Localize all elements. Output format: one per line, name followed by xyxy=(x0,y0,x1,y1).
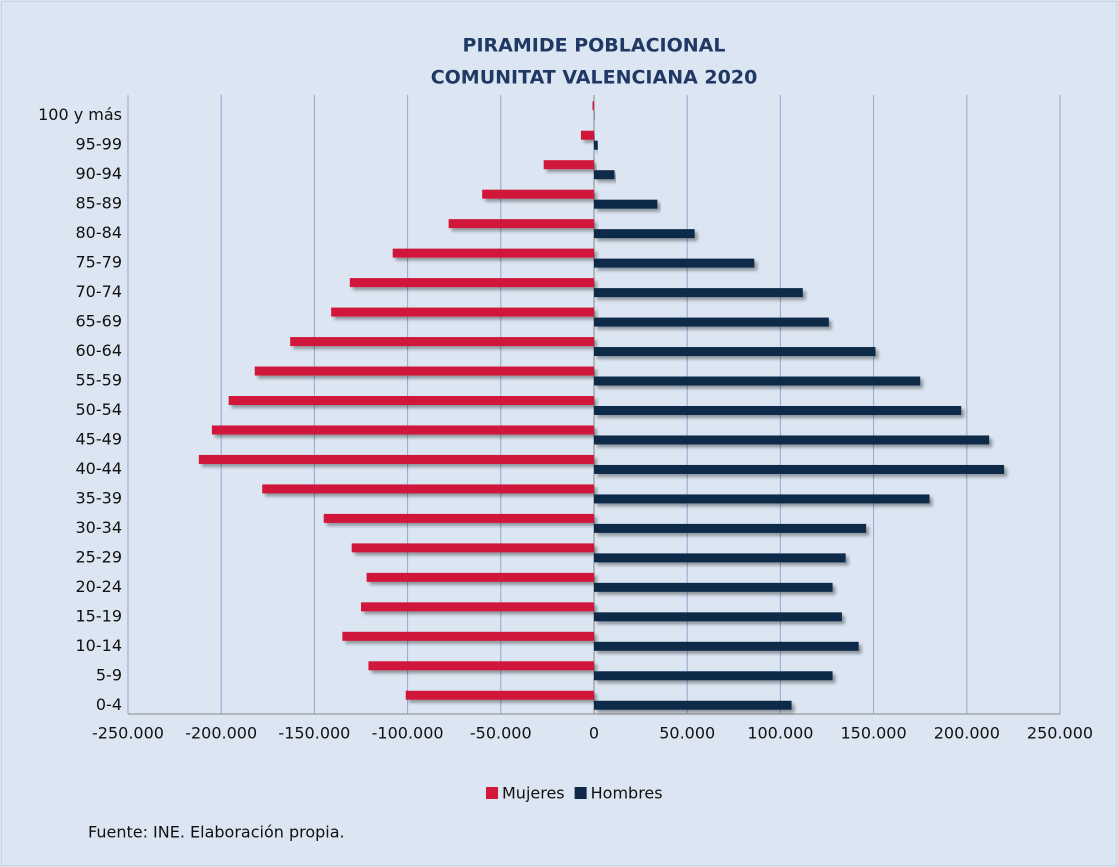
bar xyxy=(482,189,594,199)
bar xyxy=(392,248,594,258)
y-tick-label: 5-9 xyxy=(96,665,122,684)
bar xyxy=(594,582,833,592)
bar xyxy=(594,671,833,681)
y-tick-label: 20-24 xyxy=(76,577,123,596)
y-tick-label: 10-14 xyxy=(76,636,123,655)
bar xyxy=(342,631,594,641)
x-tick-label: -50.000 xyxy=(470,724,532,743)
x-tick-label: -200.000 xyxy=(185,724,257,743)
y-tick-label: 30-34 xyxy=(76,518,123,537)
legend-label: Mujeres xyxy=(502,784,565,803)
bar xyxy=(594,258,755,268)
bar xyxy=(594,170,615,180)
bar xyxy=(594,317,829,327)
bar xyxy=(594,347,876,357)
y-tick-label: 85-89 xyxy=(76,194,123,213)
bar xyxy=(594,199,658,209)
bar xyxy=(405,690,594,700)
bar xyxy=(592,101,594,111)
legend-swatch xyxy=(574,787,587,799)
y-tick-label: 65-69 xyxy=(76,312,123,331)
bar xyxy=(594,523,867,533)
chart-title: PIRAMIDE POBLACIONAL xyxy=(463,35,726,57)
bar xyxy=(262,484,594,494)
y-tick-label: 50-54 xyxy=(76,400,123,419)
bar xyxy=(594,494,930,504)
bar xyxy=(594,700,792,710)
x-tick-label: -100.000 xyxy=(372,724,444,743)
bar xyxy=(228,396,594,405)
bar xyxy=(594,406,962,415)
bar xyxy=(368,661,594,671)
y-tick-label: 70-74 xyxy=(76,282,123,301)
bar xyxy=(366,572,594,582)
x-tick-label: 50.000 xyxy=(659,724,715,743)
y-tick-label: 90-94 xyxy=(76,164,123,183)
bar xyxy=(594,553,846,563)
bar xyxy=(594,376,921,386)
bar xyxy=(594,612,842,622)
x-tick-label: -250.000 xyxy=(92,724,164,743)
x-tick-label: 0 xyxy=(589,724,599,743)
bar xyxy=(254,366,594,376)
y-tick-label: 100 y más xyxy=(38,105,122,124)
y-tick-label: 0-4 xyxy=(96,695,122,714)
y-tick-label: 25-29 xyxy=(76,547,123,566)
y-tick-label: 35-39 xyxy=(76,488,123,507)
bar xyxy=(594,641,859,651)
legend-label: Hombres xyxy=(591,784,663,803)
y-tick-label: 15-19 xyxy=(76,606,123,625)
bar xyxy=(594,229,695,239)
bar xyxy=(349,278,594,288)
y-tick-label: 55-59 xyxy=(76,371,123,390)
bar xyxy=(198,454,594,464)
y-tick-label: 95-99 xyxy=(76,135,123,154)
chart-subtitle: COMUNITAT VALENCIANA 2020 xyxy=(431,67,758,89)
source-note: Fuente: INE. Elaboración propia. xyxy=(88,823,345,842)
bar xyxy=(580,130,594,140)
bar xyxy=(361,602,594,612)
y-tick-label: 60-64 xyxy=(76,341,123,360)
bar xyxy=(594,288,803,298)
bar xyxy=(323,513,594,523)
x-tick-label: 100.000 xyxy=(747,724,813,743)
x-tick-label: -150.000 xyxy=(278,724,350,743)
y-tick-label: 40-44 xyxy=(76,459,123,478)
bar xyxy=(594,464,1005,474)
bar xyxy=(543,160,594,170)
y-tick-label: 75-79 xyxy=(76,253,123,272)
x-tick-label: 200.000 xyxy=(934,724,1000,743)
y-tick-label: 80-84 xyxy=(76,223,123,242)
legend-swatch xyxy=(486,787,498,799)
bar xyxy=(290,337,594,347)
x-tick-label: 150.000 xyxy=(841,724,907,743)
bar xyxy=(351,543,594,553)
bar xyxy=(448,219,594,229)
bar xyxy=(211,425,594,435)
bar xyxy=(594,435,990,445)
bar xyxy=(331,307,594,317)
y-tick-label: 45-49 xyxy=(76,429,123,448)
x-tick-label: 250.000 xyxy=(1027,724,1093,743)
bar xyxy=(594,140,598,150)
